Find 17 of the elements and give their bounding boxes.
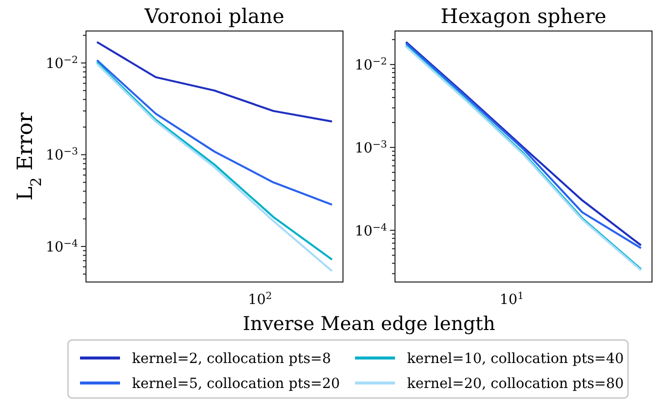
y-tick-label: 10$^{−2}$ [46, 54, 78, 72]
text: 10$^{1}$ [500, 290, 524, 308]
y-tick-label: 10$^{−3}$ [354, 138, 387, 156]
text: 10$^{2}$ [248, 290, 272, 308]
y-tick-label: 10$^{−4}$ [354, 222, 387, 240]
y-tick-label: 10$^{−3}$ [46, 146, 78, 164]
legend-label: kernel=2, collocation pts=8 [132, 351, 332, 367]
chart-title: Voronoi plane [144, 4, 284, 28]
chart-title: Hexagon sphere [440, 4, 606, 28]
legend-label: kernel=20, collocation pts=80 [407, 376, 624, 392]
y-tick-label: 10$^{−2}$ [354, 56, 387, 74]
x-axis-title: Inverse Mean edge length [242, 313, 496, 335]
legend-label: kernel=10, collocation pts=40 [407, 351, 624, 367]
y-tick-label: 10$^{−4}$ [46, 238, 78, 256]
legend-label: kernel=5, collocation pts=20 [132, 376, 340, 392]
line-series [96, 59, 333, 206]
line-series [96, 41, 333, 123]
